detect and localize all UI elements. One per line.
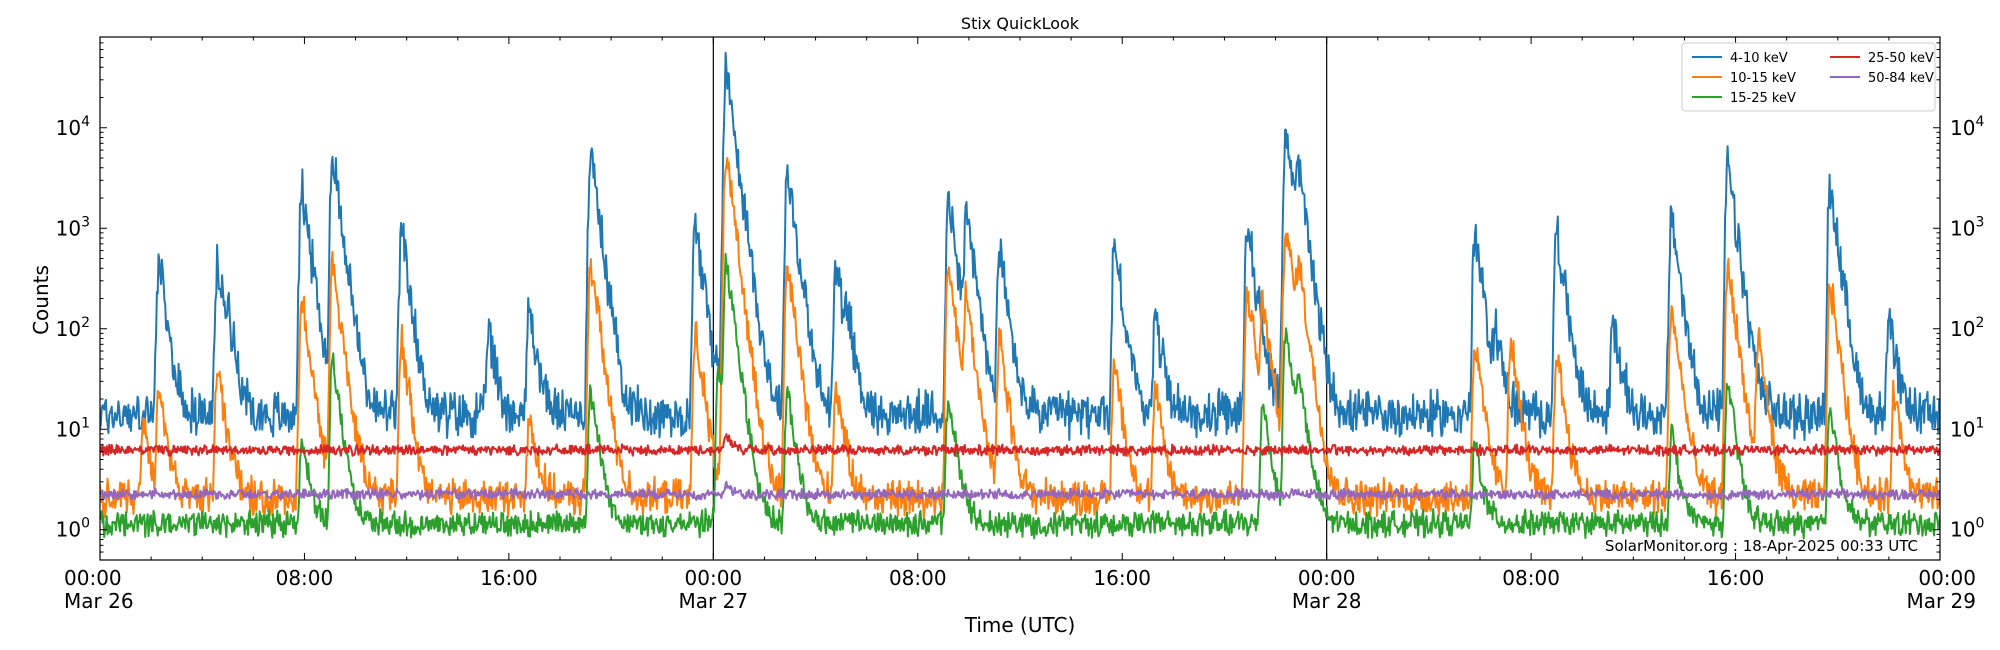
y-axis: 100 100 101 101 102 102 103 103 104 104 <box>56 36 1984 561</box>
timestamp-annotation: SolarMonitor.org : 18-Apr-2025 00:33 UTC <box>1605 537 1918 555</box>
legend: 4-10 keV 10-15 keV 15-25 keV 25-50 keV 50-84… <box>1681 42 1936 112</box>
series-line-50-84-keV <box>100 480 1940 502</box>
y-tick-label-left: 100 <box>56 516 90 542</box>
y-tick-label-left: 104 <box>56 114 90 140</box>
y-tick-label-right: 103 <box>1950 214 1984 240</box>
legend-label: 25-50 keV <box>1868 51 1934 66</box>
y-tick-label-right: 102 <box>1950 315 1984 341</box>
series-line-15-25-keV <box>100 252 1940 540</box>
x-axis-label: Time (UTC) <box>964 613 1076 637</box>
x-tick-label-time: 08:00 <box>276 566 334 590</box>
legend-label: 50-84 keV <box>1868 71 1934 86</box>
series-line-10-15-keV <box>100 156 1940 519</box>
x-tick-label-time: 00:00 <box>685 566 743 590</box>
x-tick-label-time: 08:00 <box>1502 566 1560 590</box>
legend-label: 4-10 keV <box>1730 51 1788 66</box>
x-tick-label-time: 16:00 <box>1093 566 1151 590</box>
x-tick-label-date: Mar 26 <box>64 589 134 613</box>
x-tick-label-time: 16:00 <box>1707 566 1765 590</box>
x-tick-label-time: 00:00 <box>1918 566 1976 590</box>
y-tick-label-right: 101 <box>1950 415 1984 441</box>
x-tick-label-time: 08:00 <box>889 566 947 590</box>
legend-label: 10-15 keV <box>1730 71 1796 86</box>
x-tick-label-time: 00:00 <box>1298 566 1356 590</box>
y-axis-label: Counts <box>29 265 53 335</box>
y-tick-label-left: 101 <box>56 415 90 441</box>
y-tick-label-right: 104 <box>1950 114 1984 140</box>
series-line-4-10-keV <box>100 51 1940 442</box>
legend-label: 15-25 keV <box>1730 91 1796 106</box>
x-tick-label-date: Mar 28 <box>1292 589 1362 613</box>
x-tick-label-date: Mar 29 <box>1906 589 1976 613</box>
day-boundary-lines <box>712 37 1328 560</box>
series-line-25-50-keV <box>100 433 1940 457</box>
y-tick-label-left: 103 <box>56 214 90 240</box>
series-layer <box>100 51 1940 540</box>
x-tick-label-time: 16:00 <box>480 566 538 590</box>
x-tick-label-date: Mar 27 <box>679 589 749 613</box>
legend-box <box>1681 42 1936 112</box>
y-tick-label-left: 102 <box>56 315 90 341</box>
x-tick-label-time: 00:00 <box>64 566 122 590</box>
chart-title: Stix QuickLook <box>961 14 1080 33</box>
y-tick-label-right: 100 <box>1950 516 1984 542</box>
